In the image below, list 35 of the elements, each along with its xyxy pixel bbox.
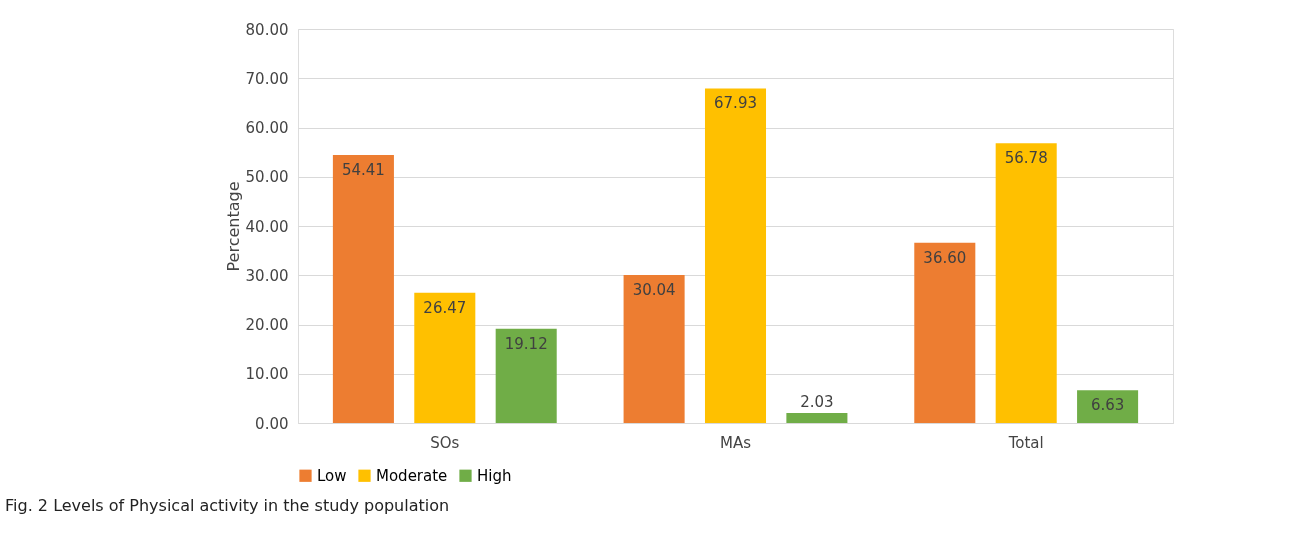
bar (786, 413, 848, 423)
data-label: 2.03 (800, 393, 834, 411)
data-label: 6.63 (1090, 396, 1125, 415)
data-label: 36.60 (923, 248, 967, 267)
x-tick-label: SOs (430, 433, 460, 452)
y-axis-title: Percentage (223, 181, 243, 272)
bar (495, 328, 557, 423)
y-tick-label: 20.00 (245, 316, 289, 334)
legend-label: High (477, 466, 512, 485)
y-tick-label: 40.00 (245, 217, 289, 236)
x-tick-label: Total (1007, 433, 1044, 452)
data-label: 26.47 (423, 298, 467, 317)
bar (414, 292, 476, 423)
y-tick-label: 60.00 (245, 119, 289, 137)
y-tick-label: 0.00 (255, 414, 289, 433)
y-tick-label: 50.00 (245, 168, 289, 187)
data-label: 67.93 (714, 94, 757, 113)
y-tick-label: 80.00 (245, 20, 289, 39)
bar (704, 88, 767, 423)
data-label: 54.41 (341, 161, 385, 180)
bar (914, 242, 976, 423)
y-tick-label: 30.00 (245, 266, 289, 285)
data-label: 19.12 (504, 334, 548, 353)
text: Fig. 2 Levels of Physical activity in the study population (5, 496, 450, 515)
x-tick-label: MAs (719, 433, 752, 452)
bar (332, 155, 394, 423)
bar (1077, 390, 1139, 423)
legend-label: Moderate (376, 466, 448, 485)
data-label: 30.04 (632, 281, 676, 300)
y-tick-label: 10.00 (245, 365, 289, 384)
data-label: 56.78 (1004, 149, 1048, 168)
bar (623, 275, 685, 423)
legend-label: Low (317, 466, 347, 485)
y-tick-label: 70.00 (245, 69, 289, 88)
bar (995, 143, 1057, 423)
